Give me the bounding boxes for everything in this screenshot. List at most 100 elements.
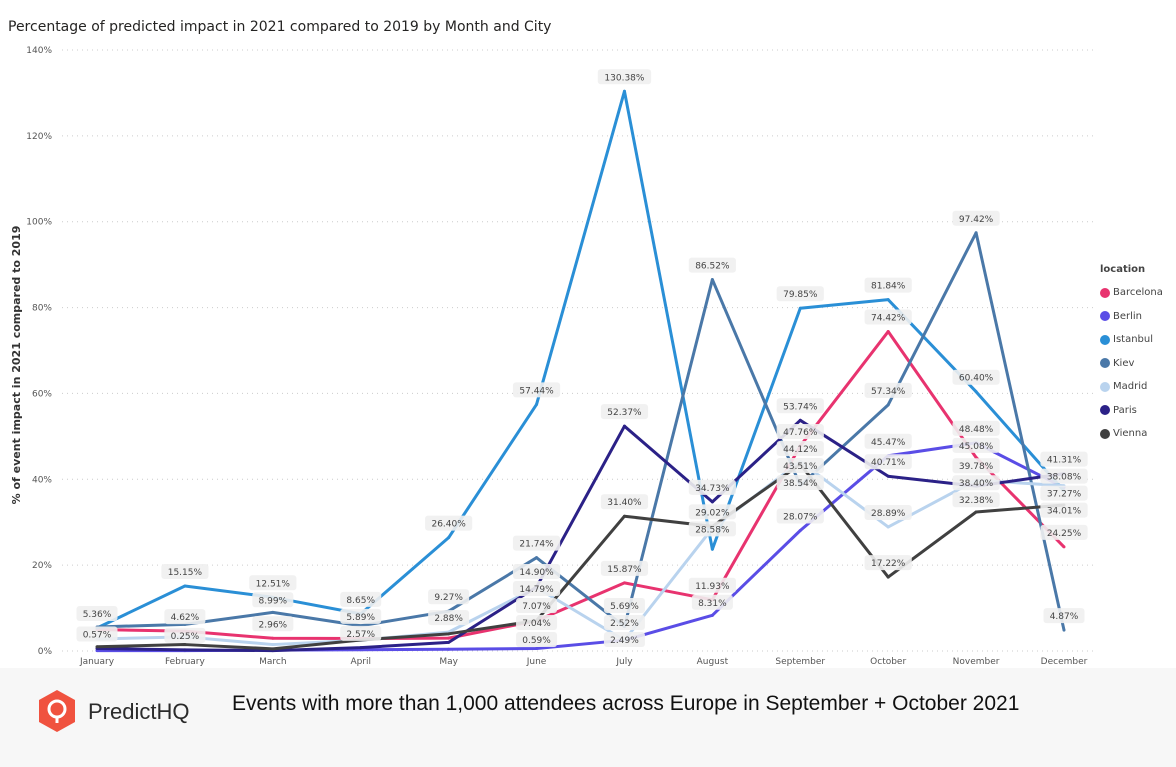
data-label: 21.74% bbox=[512, 535, 561, 551]
legend-marker-icon bbox=[1100, 334, 1110, 345]
data-label-text: 0.57% bbox=[83, 631, 112, 641]
data-point-vienna[interactable] bbox=[447, 632, 451, 636]
data-label-text: 5.36% bbox=[83, 610, 112, 620]
data-label-text: 97.42% bbox=[959, 215, 994, 225]
data-label: 4.87% bbox=[1043, 608, 1085, 624]
legend-item-vienna[interactable]: Vienna bbox=[1100, 422, 1163, 446]
x-tick-label: March bbox=[259, 657, 286, 667]
data-label: 39.78% bbox=[952, 458, 1000, 474]
data-label-text: 53.74% bbox=[783, 402, 818, 412]
data-label: 8.31% bbox=[691, 594, 733, 610]
x-tick-label: November bbox=[953, 657, 1000, 667]
data-point-madrid[interactable] bbox=[271, 643, 275, 647]
data-point-berlin[interactable] bbox=[710, 613, 714, 617]
series-line-istanbul[interactable] bbox=[96, 89, 1066, 630]
legend-item-paris[interactable]: Paris bbox=[1100, 399, 1163, 423]
data-point-paris[interactable] bbox=[622, 424, 626, 428]
data-point-istanbul[interactable] bbox=[710, 547, 714, 551]
data-label: 32.38% bbox=[952, 492, 1000, 508]
series-line-vienna[interactable] bbox=[96, 462, 1065, 651]
series-line-paris[interactable] bbox=[96, 418, 1065, 653]
data-point-vienna[interactable] bbox=[183, 643, 187, 647]
data-label: 2.88% bbox=[428, 610, 470, 626]
data-point-kiev[interactable] bbox=[974, 231, 978, 235]
data-label-text: 26.40% bbox=[431, 520, 466, 530]
x-tick-label: April bbox=[350, 657, 371, 667]
y-tick-label: 0% bbox=[38, 647, 53, 657]
data-label: 9.27% bbox=[428, 589, 470, 605]
data-point-barcelona[interactable] bbox=[1062, 545, 1066, 549]
data-point-istanbul[interactable] bbox=[183, 584, 187, 588]
data-point-kiev[interactable] bbox=[710, 278, 714, 282]
data-label-text: 0.59% bbox=[522, 636, 551, 646]
y-tick-label: 100% bbox=[26, 218, 52, 228]
data-label-text: 74.42% bbox=[871, 314, 906, 324]
data-point-vienna[interactable] bbox=[886, 575, 890, 579]
data-point-istanbul[interactable] bbox=[974, 390, 978, 394]
data-point-barcelona[interactable] bbox=[271, 636, 275, 640]
data-label: 86.52% bbox=[688, 257, 736, 273]
legend-marker-icon bbox=[1100, 405, 1110, 416]
data-point-paris[interactable] bbox=[710, 500, 714, 504]
legend-item-istanbul[interactable]: Istanbul bbox=[1100, 328, 1163, 352]
data-point-istanbul[interactable] bbox=[535, 402, 539, 406]
data-label: 11.93% bbox=[688, 577, 736, 593]
data-point-paris[interactable] bbox=[183, 648, 187, 652]
data-label: 97.42% bbox=[952, 210, 1000, 226]
data-label-text: 0.25% bbox=[171, 632, 200, 642]
data-label-text: 28.89% bbox=[871, 509, 906, 519]
data-label-text: 40.71% bbox=[871, 458, 906, 468]
data-point-paris[interactable] bbox=[359, 646, 363, 650]
data-point-paris[interactable] bbox=[798, 418, 802, 422]
data-point-vienna[interactable] bbox=[95, 645, 99, 649]
legend-item-madrid[interactable]: Madrid bbox=[1100, 375, 1163, 399]
data-point-berlin[interactable] bbox=[535, 646, 539, 650]
data-label: 74.42% bbox=[864, 309, 912, 325]
data-label: 60.40% bbox=[952, 369, 1000, 385]
data-point-vienna[interactable] bbox=[622, 514, 626, 518]
data-point-berlin[interactable] bbox=[798, 528, 802, 532]
data-label: 53.74% bbox=[776, 398, 824, 414]
data-label: 34.73% bbox=[688, 479, 736, 495]
data-label: 5.36% bbox=[76, 605, 118, 621]
legend-item-berlin[interactable]: Berlin bbox=[1100, 305, 1163, 329]
data-point-istanbul[interactable] bbox=[798, 306, 802, 310]
data-point-istanbul[interactable] bbox=[622, 89, 626, 93]
legend-marker-icon bbox=[1100, 428, 1110, 439]
data-point-kiev[interactable] bbox=[1062, 628, 1066, 632]
series-line-kiev[interactable] bbox=[96, 231, 1066, 631]
data-point-barcelona[interactable] bbox=[622, 581, 626, 585]
y-tick-label: 140% bbox=[26, 46, 52, 56]
legend-item-kiev[interactable]: Kiev bbox=[1100, 352, 1163, 376]
series-line-berlin[interactable] bbox=[97, 441, 1065, 653]
data-point-istanbul[interactable] bbox=[886, 298, 890, 302]
data-point-berlin[interactable] bbox=[447, 647, 451, 651]
data-point-madrid[interactable] bbox=[886, 525, 890, 529]
data-label-text: 9.27% bbox=[434, 593, 463, 603]
data-label-text: 52.37% bbox=[607, 408, 642, 418]
data-label-text: 45.08% bbox=[959, 442, 994, 452]
data-label-text: 5.69% bbox=[610, 602, 639, 612]
data-label-text: 8.99% bbox=[259, 596, 288, 606]
data-point-vienna[interactable] bbox=[974, 510, 978, 514]
data-point-barcelona[interactable] bbox=[447, 636, 451, 640]
data-point-kiev[interactable] bbox=[886, 403, 890, 407]
data-point-istanbul[interactable] bbox=[447, 536, 451, 540]
data-label: 45.47% bbox=[864, 433, 912, 449]
y-axis-title: % of event impact in 2021 compared to 20… bbox=[10, 226, 23, 505]
data-label-text: 47.76% bbox=[783, 428, 818, 438]
data-point-paris[interactable] bbox=[886, 474, 890, 478]
legend-item-barcelona[interactable]: Barcelona bbox=[1100, 281, 1163, 305]
data-point-vienna[interactable] bbox=[271, 647, 275, 651]
y-tick-label: 80% bbox=[32, 304, 52, 314]
series-line-barcelona[interactable] bbox=[96, 330, 1066, 641]
data-point-kiev[interactable] bbox=[535, 556, 539, 560]
data-point-kiev[interactable] bbox=[271, 610, 275, 614]
legend-marker-icon bbox=[1100, 358, 1110, 369]
data-point-barcelona[interactable] bbox=[886, 330, 890, 334]
data-label-text: 29.02% bbox=[695, 508, 730, 518]
data-point-barcelona[interactable] bbox=[974, 455, 978, 459]
data-point-paris[interactable] bbox=[447, 640, 451, 644]
data-label: 5.69% bbox=[603, 598, 645, 613]
data-label: 57.34% bbox=[864, 382, 912, 398]
